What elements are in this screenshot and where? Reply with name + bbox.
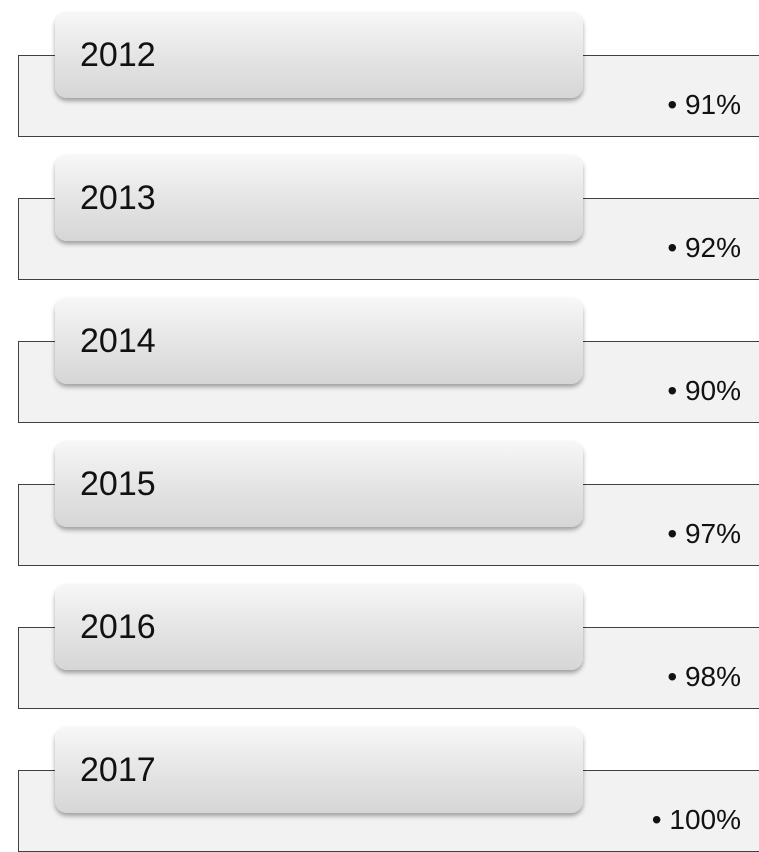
- item-label: 2017: [80, 751, 156, 789]
- item-header: [55, 584, 583, 670]
- item-text: 91%: [667, 89, 741, 121]
- item-text: 97%: [667, 518, 741, 550]
- item-text: 92%: [667, 232, 741, 264]
- item-label: 2015: [80, 465, 156, 503]
- item-header: [55, 441, 583, 527]
- item-label: 2012: [80, 36, 156, 74]
- item-label: 2016: [80, 608, 156, 646]
- item-label: 2013: [80, 179, 156, 217]
- item-text: 98%: [667, 661, 741, 693]
- item-header: [55, 298, 583, 384]
- item-text: 100%: [652, 804, 741, 836]
- item-text: 90%: [667, 375, 741, 407]
- item-header: [55, 727, 583, 813]
- item-label: 2014: [80, 322, 156, 360]
- item-header: [55, 155, 583, 241]
- item-header: [55, 12, 583, 98]
